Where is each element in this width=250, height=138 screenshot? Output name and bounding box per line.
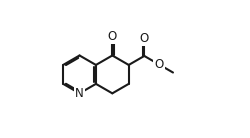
Text: N: N <box>75 87 84 100</box>
Text: O: O <box>140 32 149 45</box>
Text: O: O <box>108 30 117 43</box>
Text: O: O <box>154 58 164 71</box>
